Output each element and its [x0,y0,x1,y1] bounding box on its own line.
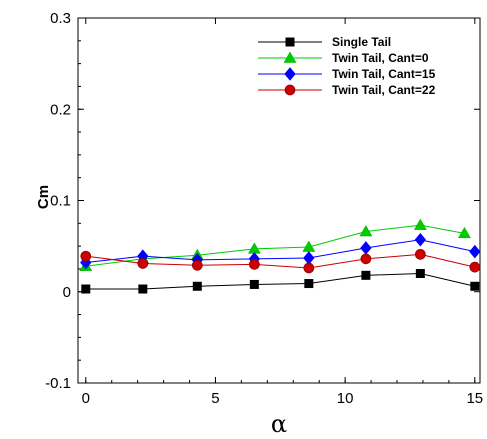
legend-marker [284,67,296,81]
data-point [247,242,261,254]
legend-item: Twin Tail, Cant=0 [258,51,429,65]
legend-label: Twin Tail, Cant=15 [332,67,436,81]
data-point [469,244,481,259]
y-axis-title: Cm [35,185,52,209]
data-point [415,269,425,278]
y-axis: -0.1 0 0.1 0.2 0.3 [45,10,480,392]
data-point [249,279,259,289]
legend-item: Twin Tail, Cant=22 [258,83,436,97]
y-tick-label: 0.3 [50,10,71,27]
legend-label: Single Tail [332,35,391,49]
x-tick-label: 10 [337,390,354,407]
legend-marker [284,84,296,96]
y-tick-label: -0.1 [45,375,71,392]
legend-label: Twin Tail, Cant=22 [332,83,436,97]
series-1 [81,269,480,294]
x-tick-label: 0 [82,390,90,407]
data-point [192,281,202,291]
legend-marker [283,51,297,63]
x-tick-label: 15 [466,390,483,407]
series-layer [79,218,481,294]
data-point [360,253,372,265]
legend-item: Single Tail [258,35,391,49]
data-point [249,259,260,270]
data-point [80,250,92,262]
data-point [458,226,471,239]
x-axis: 0 5 10 15 [82,18,483,407]
data-point [303,262,315,274]
legend-item: Twin Tail, Cant=15 [258,67,436,81]
data-point [470,281,480,291]
series-4 [80,248,481,274]
legend-label: Twin Tail, Cant=0 [332,51,429,65]
series-line [85,239,475,264]
series-line [85,272,475,290]
y-tick-label: 0.1 [50,193,71,210]
data-point [414,232,426,247]
y-tick-label: 0 [63,284,71,301]
data-point [469,261,481,273]
data-point [81,284,91,294]
series-line [85,253,475,269]
data-point [137,258,149,269]
x-axis-title: α [271,410,287,438]
x-tick-label: 5 [211,390,219,407]
series-line [85,224,465,267]
legend: Single Tail Twin Tail, Cant=0 Twin Tail, C… [258,35,436,97]
data-point [361,270,371,280]
data-point [138,284,148,294]
data-point [359,225,373,237]
data-point [304,279,314,289]
data-point [413,218,427,230]
data-point [191,259,203,271]
data-point [303,251,315,265]
legend-marker [285,37,295,47]
y-tick-label: 0.2 [50,101,71,118]
data-point [414,248,426,260]
data-point [360,241,372,255]
